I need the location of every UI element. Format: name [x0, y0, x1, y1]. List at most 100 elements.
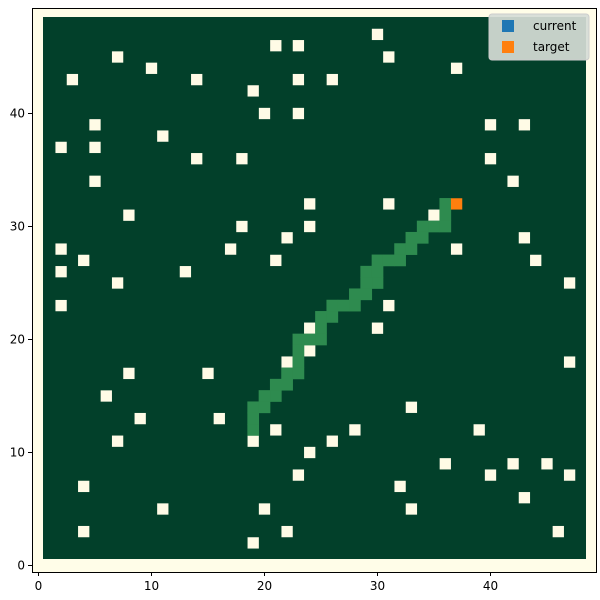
path-cell: [382, 254, 395, 267]
obstacle-cell: [281, 525, 293, 538]
path-cell: [292, 356, 305, 368]
axes-frame: [32, 8, 597, 573]
obstacle-cell: [258, 107, 271, 120]
obstacle-cell: [383, 51, 395, 63]
obstacle-cell: [134, 412, 146, 425]
obstacle-cell: [304, 322, 316, 334]
path-cell: [337, 299, 350, 312]
path-cell: [326, 311, 339, 323]
obstacle-cell: [55, 299, 67, 312]
obstacle-cell: [405, 401, 418, 413]
obstacle-cell: [484, 153, 497, 165]
obstacle-cell: [258, 503, 271, 515]
obstacle-cell: [563, 356, 576, 368]
path-cell: [439, 198, 452, 210]
path-cell: [281, 378, 293, 391]
path-cell: [315, 333, 327, 346]
obstacle-cell: [111, 277, 124, 289]
path-cell: [258, 401, 271, 414]
path-cell: [247, 401, 260, 414]
x-tick-label: 30: [370, 579, 385, 593]
obstacle-cell: [304, 446, 316, 459]
obstacle-cell: [383, 198, 395, 210]
obstacle-cell: [383, 299, 395, 312]
path-cell: [371, 277, 384, 289]
obstacle-cell: [292, 73, 305, 86]
obstacle-cell: [292, 469, 305, 481]
y-tick-label: 20: [10, 333, 25, 347]
obstacle-cell: [541, 458, 553, 470]
obstacle-cell: [236, 153, 248, 165]
obstacle-cell: [304, 220, 316, 233]
obstacle-cell: [281, 232, 293, 244]
legend-label: target: [533, 40, 570, 54]
path-cell: [405, 231, 418, 244]
obstacle-cell: [111, 435, 124, 447]
obstacle-cell: [507, 458, 519, 470]
path-cell: [439, 209, 452, 222]
path-cell: [439, 220, 452, 233]
path-cell: [360, 265, 373, 278]
obstacle-cell: [304, 198, 316, 210]
path-cell: [349, 288, 361, 301]
legend: current target: [488, 13, 590, 61]
y-tick-label: 40: [10, 107, 25, 121]
obstacle-cell: [563, 469, 576, 481]
obstacle-cell: [179, 266, 192, 278]
obstacle-cell: [473, 424, 485, 436]
obstacle-cell: [157, 503, 169, 515]
path-cell: [281, 367, 293, 380]
path-cell: [394, 243, 406, 255]
legend-marker: [502, 20, 514, 32]
obstacle-cell: [157, 130, 169, 142]
x-tick-label: 0: [35, 579, 43, 593]
x-tick-label: 20: [257, 579, 272, 593]
obstacle-cell: [552, 525, 564, 538]
obstacle-cell: [326, 435, 338, 447]
obstacle-cell: [270, 424, 282, 436]
obstacle-cell: [236, 220, 248, 233]
obstacle-cell: [439, 458, 451, 470]
y-axis-ticks: 0 10 20 30 40: [10, 107, 32, 573]
path-cell: [269, 390, 282, 402]
legend-marker: [502, 41, 514, 53]
obstacle-cell: [484, 119, 497, 131]
obstacle-cell: [292, 107, 305, 120]
x-axis-ticks: 0 10 20 30 40: [35, 572, 498, 593]
y-tick-label: 10: [10, 446, 25, 460]
target-layer: [450, 198, 463, 210]
obstacle-cell: [270, 254, 282, 267]
path-cell: [371, 254, 384, 267]
path-cell: [360, 288, 373, 301]
obstacle-cell: [123, 209, 135, 221]
obstacle-cell: [484, 469, 497, 481]
obstacle-cell: [270, 40, 282, 52]
path-cell: [292, 333, 305, 346]
obstacle-cell: [78, 525, 90, 538]
obstacle-cell: [191, 73, 203, 86]
path-cell: [416, 220, 429, 233]
path-cell: [326, 299, 339, 312]
y-tick-label: 30: [10, 220, 25, 234]
obstacle-cell: [89, 119, 101, 131]
path-cell: [247, 412, 260, 425]
obstacle-cell: [518, 119, 531, 131]
obstacle-cell: [145, 62, 158, 74]
obstacle-cell: [450, 62, 463, 74]
path-cell: [371, 265, 384, 278]
free-space: [43, 17, 586, 559]
obstacle-cell: [202, 367, 214, 380]
obstacle-cell: [111, 51, 124, 63]
obstacle-cell: [100, 390, 112, 402]
path-cell: [394, 254, 406, 267]
obstacle-cell: [507, 175, 519, 187]
obstacle-cell: [292, 40, 305, 52]
obstacle-cell: [55, 266, 67, 278]
obstacle-cell: [326, 73, 338, 86]
obstacle-cell: [213, 412, 225, 425]
obstacle-cell: [530, 254, 542, 267]
path-cell: [349, 299, 361, 312]
obstacle-cell: [247, 537, 259, 549]
obstacle-cell: [247, 435, 259, 447]
path-cell: [315, 322, 327, 335]
